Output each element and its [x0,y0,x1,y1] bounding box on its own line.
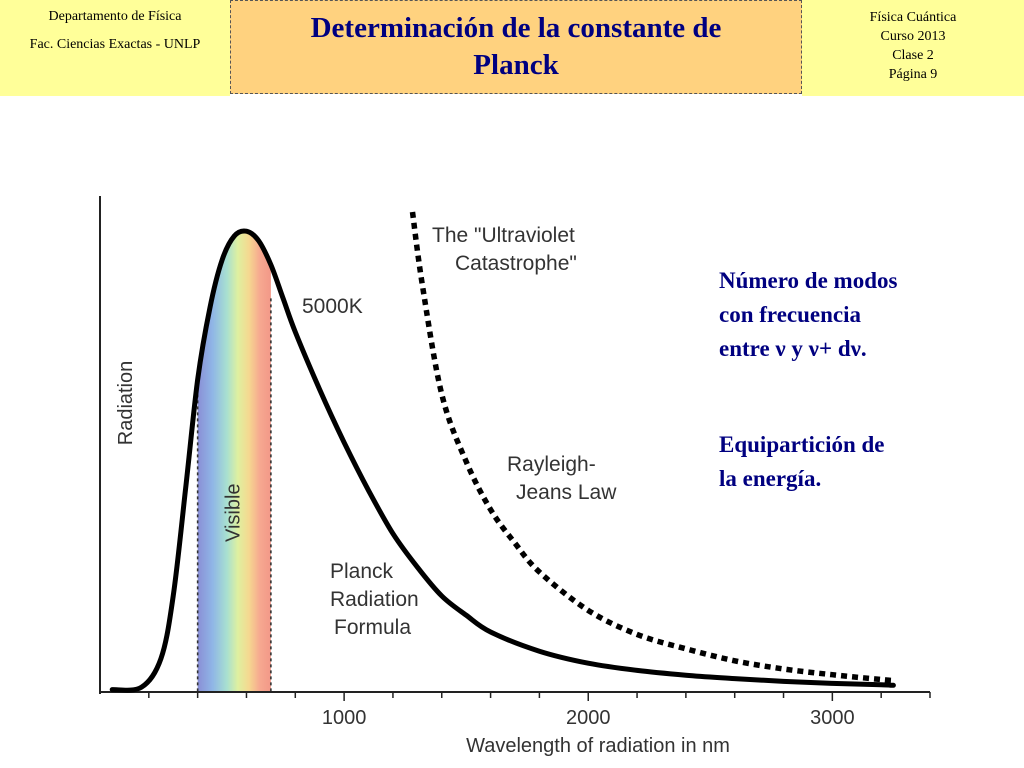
labels-layer: 5000K The "Ultraviolet Catastrophe" Rayleig… [302,224,617,639]
planck-curve [109,228,896,693]
slide-title-line-2: Planck [473,49,559,81]
planck-label-line-1: Planck [330,560,394,583]
rayleigh-jeans-label-line-1: Rayleigh- [507,453,596,476]
faculty-name: Fac. Ciencias Exactas - UNLP [29,37,201,52]
modes-note: Número de modos con frecuencia entre ν y… [719,264,897,366]
department-name: Departamento de Física [48,9,182,24]
course-name: Física Cuántica [869,10,957,25]
visible-band-fill [197,230,271,692]
rayleigh-jeans-label-line-2: Jeans Law [516,481,617,504]
modes-note-line-2: con frecuencia [719,302,862,327]
slide-title: Determinación de la constante de Planck [230,0,802,94]
chart-axes: 1000 2000 3000 Wavelength of radiation in n… [99,196,931,757]
temperature-label: 5000K [302,295,363,318]
y-axis-label: Radiation [115,361,137,446]
modes-note-line-3: entre ν y ν+ dν. [719,336,867,361]
visible-label: Visible [222,483,244,542]
planck-label-line-3: Formula [334,616,411,639]
uv-catastrophe-line-2: Catastrophe" [455,252,577,275]
modes-note-line-1: Número de modos [719,268,898,293]
rayleigh-jeans-curve [409,211,894,684]
header-course: Física Cuántica Curso 2013 Clase 2 Págin… [802,0,1024,96]
page-number: Página 9 [888,67,938,82]
x-tick-label: 1000 [322,707,367,729]
slide-title-line-1: Determinación de la constante de [310,12,722,44]
class-number: Clase 2 [892,48,934,63]
x-tick-label: 2000 [566,707,611,729]
course-year: Curso 2013 [880,29,946,44]
header-department: Departamento de Física Fac. Ciencias Exa… [0,0,230,96]
equipartition-note: Equipartición de la energía. [719,428,885,496]
equipartition-note-line-1: Equipartición de [719,432,885,457]
x-tick-label: 3000 [810,707,855,729]
visible-band: Visible [196,230,272,692]
equipartition-note-line-2: la energía. [719,466,822,491]
planck-label-line-2: Radiation [330,588,419,611]
x-axis-label: Wavelength of radiation in nm [466,735,730,757]
uv-catastrophe-line-1: The "Ultraviolet [432,224,575,247]
series-layer [109,211,896,693]
